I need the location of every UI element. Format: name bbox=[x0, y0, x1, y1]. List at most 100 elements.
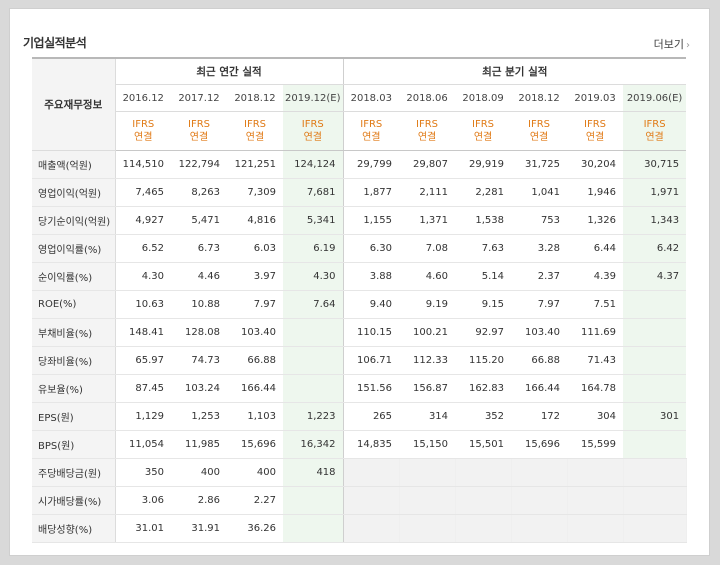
value-cell bbox=[511, 486, 568, 515]
value-cell: 314 bbox=[399, 402, 456, 431]
value-cell: 66.88 bbox=[511, 346, 568, 375]
consolidated-label: 연결 bbox=[417, 132, 437, 143]
value-cell: 7,681 bbox=[283, 178, 344, 207]
value-cell: 4.60 bbox=[399, 262, 456, 291]
value-cell: 2,111 bbox=[399, 178, 456, 207]
row-label: EPS(원) bbox=[32, 402, 116, 431]
value-cell: 8,263 bbox=[171, 178, 227, 207]
ifrs-label: IFRS bbox=[244, 119, 266, 130]
value-cell: 1,253 bbox=[171, 402, 227, 431]
value-cell: 265 bbox=[343, 402, 400, 431]
value-cell bbox=[623, 486, 687, 515]
value-cell: 111.69 bbox=[567, 318, 624, 347]
value-cell: 6.30 bbox=[343, 234, 400, 263]
value-cell: 29,799 bbox=[343, 150, 400, 179]
value-cell: 418 bbox=[283, 458, 344, 487]
value-cell bbox=[283, 514, 344, 543]
value-cell: 15,501 bbox=[455, 430, 512, 459]
value-cell: 9.19 bbox=[399, 290, 456, 319]
value-cell: 1,155 bbox=[343, 206, 400, 235]
value-cell: 2,281 bbox=[455, 178, 512, 207]
value-cell: 1,223 bbox=[283, 402, 344, 431]
table-row: 유보율(%) 87.45 103.24 166.44 151.56 156.87 162.8… bbox=[32, 374, 687, 403]
value-cell: 11,985 bbox=[171, 430, 227, 459]
table-row: 영업이익률(%) 6.52 6.73 6.03 6.19 6.30 7.08 7.63 3.28… bbox=[32, 234, 687, 263]
period-header: 2019.06(E) bbox=[623, 84, 687, 112]
value-cell: 5,341 bbox=[283, 206, 344, 235]
row-label: 부채비율(%) bbox=[32, 318, 116, 347]
consolidated-label: 연결 bbox=[303, 132, 322, 143]
value-cell bbox=[623, 290, 687, 319]
value-cell: 3.88 bbox=[343, 262, 400, 291]
value-cell bbox=[623, 458, 687, 487]
more-label[interactable]: 더보기 bbox=[653, 38, 684, 51]
value-cell: 1,971 bbox=[623, 178, 687, 207]
consolidated-label: 연결 bbox=[585, 132, 605, 143]
value-cell: 14,835 bbox=[343, 430, 400, 459]
value-cell: 103.40 bbox=[227, 318, 283, 347]
value-cell: 1,877 bbox=[343, 178, 400, 207]
ifrs-label: IFRS bbox=[584, 119, 607, 130]
value-cell bbox=[283, 346, 344, 375]
value-cell: 29,807 bbox=[399, 150, 456, 179]
value-cell: 11,054 bbox=[115, 430, 171, 459]
value-cell: 1,103 bbox=[227, 402, 283, 431]
ifrs-badge: IFRS 연결 bbox=[171, 111, 227, 151]
value-cell: 3.97 bbox=[227, 262, 283, 291]
value-cell: 106.71 bbox=[343, 346, 400, 375]
value-cell bbox=[455, 486, 512, 515]
table-row: BPS(원) 11,054 11,985 15,696 16,342 14,835 15,1… bbox=[32, 430, 687, 459]
value-cell: 87.45 bbox=[115, 374, 171, 403]
row-label: 영업이익률(%) bbox=[32, 234, 116, 263]
value-cell: 114,510 bbox=[115, 150, 171, 179]
ifrs-badge: IFRS 연결 bbox=[455, 111, 512, 151]
value-cell: 301 bbox=[623, 402, 687, 431]
value-cell: 4.46 bbox=[171, 262, 227, 291]
value-cell bbox=[567, 458, 624, 487]
ifrs-label: IFRS bbox=[188, 119, 210, 130]
value-cell bbox=[399, 458, 456, 487]
value-cell: 7.97 bbox=[227, 290, 283, 319]
value-cell: 31.91 bbox=[171, 514, 227, 543]
ifrs-label: IFRS bbox=[301, 119, 324, 130]
value-cell bbox=[455, 458, 512, 487]
period-header: 2019.12(E) bbox=[283, 84, 344, 112]
row-label: 매출액(억원) bbox=[32, 150, 116, 179]
value-cell bbox=[623, 318, 687, 347]
value-cell: 6.44 bbox=[567, 234, 624, 263]
value-cell: 3.06 bbox=[115, 486, 171, 515]
row-label: 당기순이익(억원) bbox=[32, 206, 116, 235]
value-cell: 4,816 bbox=[227, 206, 283, 235]
period-header: 2018.12 bbox=[511, 84, 568, 112]
chevron-right-icon: › bbox=[686, 40, 690, 51]
consolidated-label: 연결 bbox=[245, 132, 265, 143]
value-cell: 7,309 bbox=[227, 178, 283, 207]
value-cell: 4.30 bbox=[115, 262, 171, 291]
consolidated-label: 연결 bbox=[134, 132, 153, 143]
value-cell: 15,599 bbox=[567, 430, 624, 459]
value-cell: 9.15 bbox=[455, 290, 512, 319]
value-cell: 71.43 bbox=[567, 346, 624, 375]
value-cell: 6.42 bbox=[623, 234, 687, 263]
value-cell: 400 bbox=[227, 458, 283, 487]
value-cell: 15,150 bbox=[399, 430, 456, 459]
table-row: 당좌비율(%) 65.97 74.73 66.88 106.71 112.33 115.20… bbox=[32, 346, 687, 375]
value-cell: 6.19 bbox=[283, 234, 344, 263]
ifrs-label: IFRS bbox=[643, 119, 666, 130]
value-cell: 100.21 bbox=[399, 318, 456, 347]
row-label: 영업이익(억원) bbox=[32, 178, 116, 207]
value-cell: 1,129 bbox=[115, 402, 171, 431]
value-cell bbox=[623, 430, 687, 459]
value-cell: 112.33 bbox=[399, 346, 456, 375]
more-link[interactable]: 더보기 › bbox=[654, 36, 690, 52]
value-cell: 15,696 bbox=[227, 430, 283, 459]
value-cell bbox=[399, 486, 456, 515]
table-row: 매출액(억원) 114,510 122,794 121,251 124,124 29,79… bbox=[32, 150, 687, 179]
row-label: ROE(%) bbox=[32, 290, 116, 319]
value-cell: 4.30 bbox=[283, 262, 344, 291]
table-row: EPS(원) 1,129 1,253 1,103 1,223 265 314 352 172 30… bbox=[32, 402, 687, 431]
value-cell: 352 bbox=[455, 402, 512, 431]
value-cell: 66.88 bbox=[227, 346, 283, 375]
value-cell: 121,251 bbox=[227, 150, 283, 179]
table-row: 시가배당률(%) 3.06 2.86 2.27 bbox=[32, 486, 687, 515]
